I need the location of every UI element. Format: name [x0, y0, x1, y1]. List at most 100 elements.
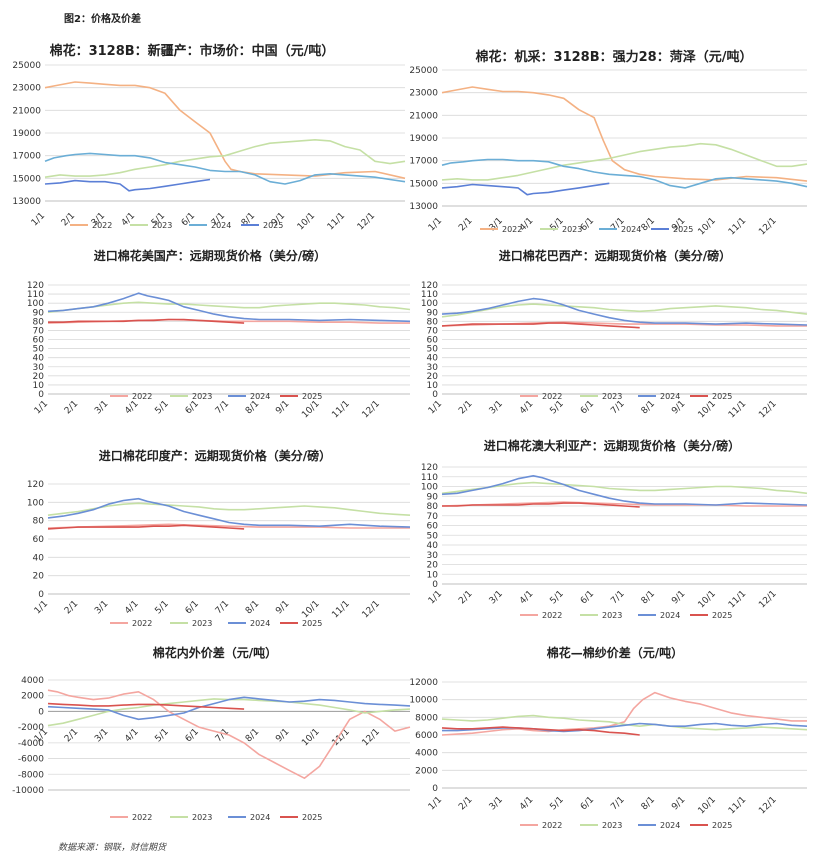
y-tick-label: 21000 [409, 111, 438, 121]
legend-label: 2025 [673, 225, 693, 234]
y-tick-label: 100 [421, 483, 438, 493]
x-tick-label: 4/1 [123, 399, 140, 416]
x-tick-label: 1/1 [427, 589, 444, 606]
y-tick-label: -6000 [18, 755, 44, 765]
x-tick-label: 7/1 [214, 599, 231, 616]
legend-label: 2023 [602, 611, 622, 620]
y-tick-label: 2000 [21, 692, 44, 702]
chart-panel-heze-price: 棉花：机采：3128B：强力28：菏泽（元/吨） 13000 15000 17000 1… [409, 38, 825, 238]
x-tick-label: 6/1 [184, 599, 201, 616]
x-tick-label: 12/1 [757, 589, 778, 610]
chart-panel-domestic-foreign-spread: 棉花内外价差（元/吨） -10000 -8000 -6000 -4000 -2000 0 20… [0, 640, 415, 832]
legend-label: 2025 [712, 611, 732, 620]
legend-label: 2025 [302, 619, 322, 628]
series-line-2024 [47, 497, 411, 528]
y-tick-label: 0 [432, 784, 438, 794]
figure-label: 图2：价格及价差 [64, 14, 141, 25]
y-tick-label: 90 [427, 492, 439, 502]
y-tick-label: 17000 [12, 152, 41, 162]
chart-svg: 进口棉花美国产：远期现货价格（美分/磅）01020304050607080901… [27, 248, 411, 420]
x-tick-label: 2/1 [457, 795, 474, 812]
legend-label: 2024 [660, 821, 680, 830]
legend-label: 2022 [542, 392, 562, 401]
series-line-2023 [47, 502, 411, 516]
legend-label: 2024 [660, 392, 680, 401]
x-tick-label: 4/1 [123, 727, 140, 744]
x-tick-label: 12/1 [757, 216, 778, 237]
x-tick-label: 2/1 [457, 399, 474, 416]
y-tick-label: 20 [427, 561, 439, 571]
series-line-2024 [47, 292, 411, 323]
x-tick-label: 3/1 [488, 399, 505, 416]
x-tick-label: 10/1 [697, 399, 718, 420]
source-note: 数据来源：钢联，财信期货 [58, 843, 167, 853]
x-tick-label: 6/1 [579, 589, 596, 606]
x-tick-label: 12/1 [356, 211, 377, 232]
y-tick-label: 110 [27, 290, 44, 300]
chart-panel-cotton-yarn-spread: 棉花—棉纱价差（元/吨） 0 2000 4000 6000 8000 10000 12000 1… [409, 640, 825, 835]
y-tick-label: 13000 [409, 202, 438, 212]
y-tick-label: 30 [427, 551, 439, 561]
series-line-2022 [44, 81, 406, 180]
legend-label: 2022 [132, 813, 152, 822]
y-tick-label: 120 [421, 463, 438, 473]
y-tick-label: 0 [38, 707, 44, 717]
y-tick-label: 0 [38, 390, 44, 400]
chart-svg: 进口棉花印度产：远期现货价格（美分/磅） 0 20 40 60 80 100 120 1/1 2/… [27, 448, 411, 628]
y-tick-label: 19000 [12, 129, 41, 139]
x-tick-label: 10/1 [697, 795, 718, 816]
series-line-2023 [44, 139, 406, 178]
x-tick-label: 9/1 [274, 727, 291, 744]
x-tick-label: 11/1 [330, 399, 351, 420]
y-tick-label: 10000 [409, 696, 438, 706]
y-tick-label: 70 [427, 512, 439, 522]
x-tick-label: 10/1 [697, 216, 718, 237]
legend-label: 2024 [660, 611, 680, 620]
x-tick-label: 8/1 [244, 399, 261, 416]
x-tick-label: 1/1 [427, 216, 444, 233]
x-tick-label: 3/1 [93, 399, 110, 416]
y-tick-label: 25000 [12, 61, 41, 71]
x-tick-label: 8/1 [640, 589, 657, 606]
x-tick-label: 6/1 [184, 727, 201, 744]
chart-panel-us-import-price: 进口棉花美国产：远期现货价格（美分/磅） 0 10 20 30 40 50 60 70 80 90 1… [0, 242, 415, 420]
y-tick-label: 10 [427, 570, 439, 580]
y-tick-label: 10 [33, 381, 45, 391]
x-tick-label: 9/1 [274, 599, 291, 616]
y-tick-label: 70 [33, 326, 45, 336]
chart-title: 棉花：3128B：新疆产：市场价：中国（元/吨） [50, 43, 335, 59]
y-tick-label: 23000 [12, 84, 41, 94]
legend-label: 2023 [192, 392, 212, 401]
y-tick-label: 60 [427, 522, 439, 532]
y-tick-label: 120 [27, 281, 44, 291]
legend-label: 2022 [132, 619, 152, 628]
series-line-2024 [441, 297, 808, 326]
chart-title: 进口棉花印度产：远期现货价格（美分/磅） [99, 448, 331, 463]
y-tick-label: 12000 [409, 678, 438, 688]
x-tick-label: 5/1 [548, 399, 565, 416]
series-line-2022 [441, 86, 808, 182]
y-tick-label: 60 [427, 336, 439, 346]
y-tick-label: -10000 [12, 786, 44, 796]
x-tick-label: 10/1 [697, 589, 718, 610]
y-tick-label: 40 [427, 354, 439, 364]
y-tick-label: 120 [27, 480, 44, 490]
x-tick-label: 11/1 [326, 211, 347, 232]
y-tick-label: 70 [427, 326, 439, 336]
legend-label: 2024 [250, 392, 270, 401]
legend-label: 2022 [132, 392, 152, 401]
x-tick-label: 2/1 [63, 399, 80, 416]
series-line-2024 [44, 152, 406, 185]
legend-label: 2025 [302, 813, 322, 822]
series-line-2025 [44, 178, 211, 192]
x-tick-label: 12/1 [757, 399, 778, 420]
chart-title: 棉花：机采：3128B：强力28：菏泽（元/吨） [476, 49, 753, 65]
y-tick-label: 4000 [415, 749, 438, 759]
y-tick-label: 30 [427, 363, 439, 373]
chart-panel-australia-import-price: 进口棉花澳大利亚产：远期现货价格（美分/磅） 0 10 20 30 40 50 60 70 80 9… [410, 432, 825, 627]
x-tick-label: 8/1 [640, 216, 657, 233]
series-line-2025 [441, 322, 640, 329]
x-tick-label: 1/1 [33, 599, 50, 616]
x-tick-label: 12/1 [757, 795, 778, 816]
legend-label: 2025 [712, 392, 732, 401]
